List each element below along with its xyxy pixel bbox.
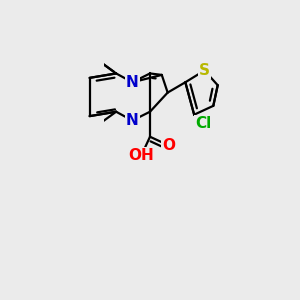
Text: O: O [163, 138, 176, 153]
Text: S: S [199, 63, 210, 78]
Text: Cl: Cl [195, 116, 211, 131]
Text: OH: OH [128, 148, 154, 164]
Text: N: N [126, 75, 139, 90]
Text: N: N [126, 113, 139, 128]
